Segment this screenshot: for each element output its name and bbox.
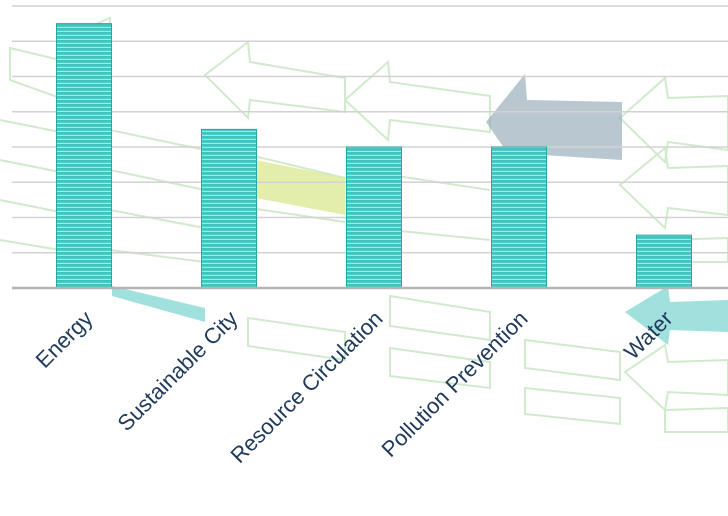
left-arrow-outline-icon (0, 119, 61, 251)
category-label: Energy (31, 306, 98, 373)
left-arrow-outline-icon (623, 343, 728, 413)
left-arrow-outline-icon (389, 294, 491, 342)
bar-water (636, 234, 692, 289)
left-arrow-outline-icon (389, 346, 491, 390)
left-arrow-outline-icon (343, 59, 491, 143)
left-arrow-outline-icon (618, 146, 728, 231)
left-arrow-outline-icon (389, 174, 491, 241)
yellow-band-icon (256, 160, 345, 215)
left-arrow-outline-icon (247, 316, 346, 362)
background-decoration (0, 16, 728, 433)
left-arrow-outline-icon (249, 154, 346, 223)
teal-arrow-icon (112, 286, 205, 322)
teal-arrow-icon (625, 286, 728, 345)
category-label: Sustainable City (112, 306, 242, 436)
left-arrow-outline-icon (524, 338, 621, 382)
bar-sustainable-city (201, 128, 257, 289)
left-arrow-outline-icon (524, 386, 621, 426)
category-label: Resource Circulation (225, 306, 387, 468)
left-arrow-outline-icon (618, 76, 728, 165)
bar-energy (56, 23, 112, 289)
bar-resource-circulation (346, 146, 402, 289)
left-arrow-outline-icon (664, 406, 728, 433)
left-arrow-outline-icon (203, 40, 346, 121)
category-label: Pollution Prevention (376, 306, 532, 462)
bar-pollution-prevention (491, 146, 547, 289)
left-arrow-outline-icon (109, 129, 206, 263)
